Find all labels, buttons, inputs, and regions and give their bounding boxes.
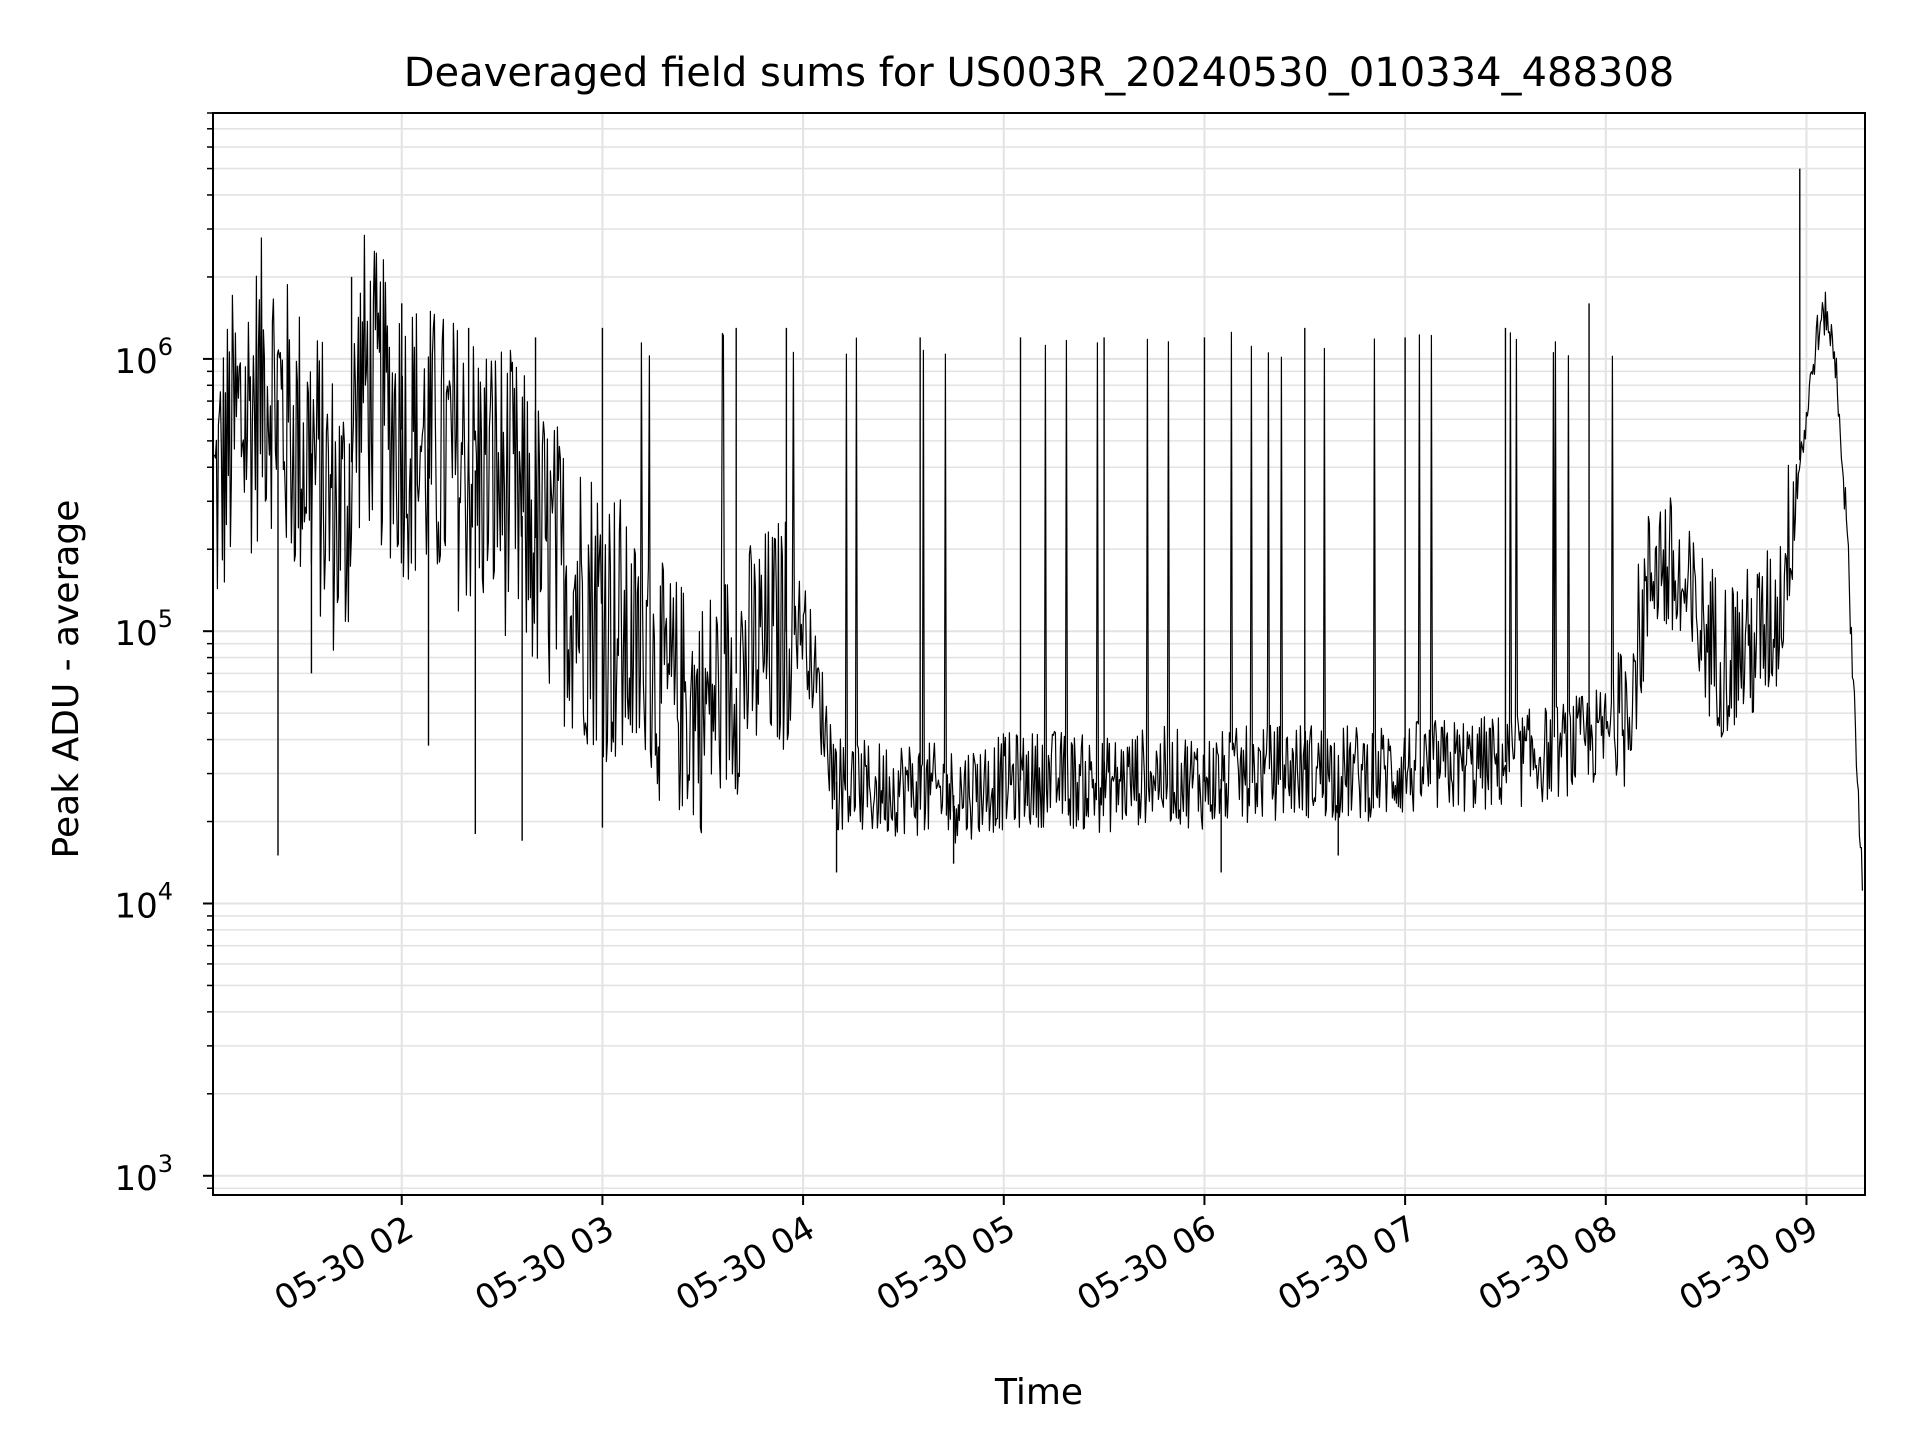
- x-tick-label: 05-30 06: [1071, 1208, 1223, 1319]
- y-tick-label: 106: [114, 333, 173, 382]
- x-tick-label: 05-30 03: [469, 1208, 621, 1319]
- y-axis-label: Peak ADU - average: [46, 500, 87, 859]
- plot-frame: [212, 112, 1866, 1196]
- y-tick-label: 104: [114, 877, 173, 926]
- y-tick-exponent: 3: [158, 1150, 173, 1178]
- y-tick-base: 10: [114, 614, 157, 654]
- y-tick-exponent: 6: [158, 333, 173, 361]
- x-tick-label: 05-30 08: [1472, 1208, 1624, 1319]
- grid: [213, 112, 1865, 1195]
- x-tick-label: 05-30 05: [870, 1208, 1022, 1319]
- x-axis-label: Time: [994, 1372, 1083, 1413]
- y-tick-label: 103: [114, 1150, 173, 1199]
- x-tick-label: 05-30 09: [1673, 1208, 1825, 1319]
- y-tick-exponent: 4: [158, 877, 173, 905]
- y-tick-exponent: 5: [158, 605, 173, 633]
- y-tick-base: 10: [114, 342, 157, 382]
- x-tick-label: 05-30 02: [268, 1208, 420, 1319]
- x-tick-label: 05-30 07: [1271, 1208, 1423, 1319]
- y-tick-label: 105: [114, 605, 173, 654]
- series-line: [213, 234, 1863, 891]
- x-tick-label: 05-30 04: [669, 1208, 821, 1319]
- y-tick-base: 10: [114, 1159, 157, 1199]
- series: [213, 168, 1863, 891]
- chart-title: Deaveraged field sums for US003R_2024053…: [404, 50, 1675, 96]
- y-tick-base: 10: [114, 886, 157, 926]
